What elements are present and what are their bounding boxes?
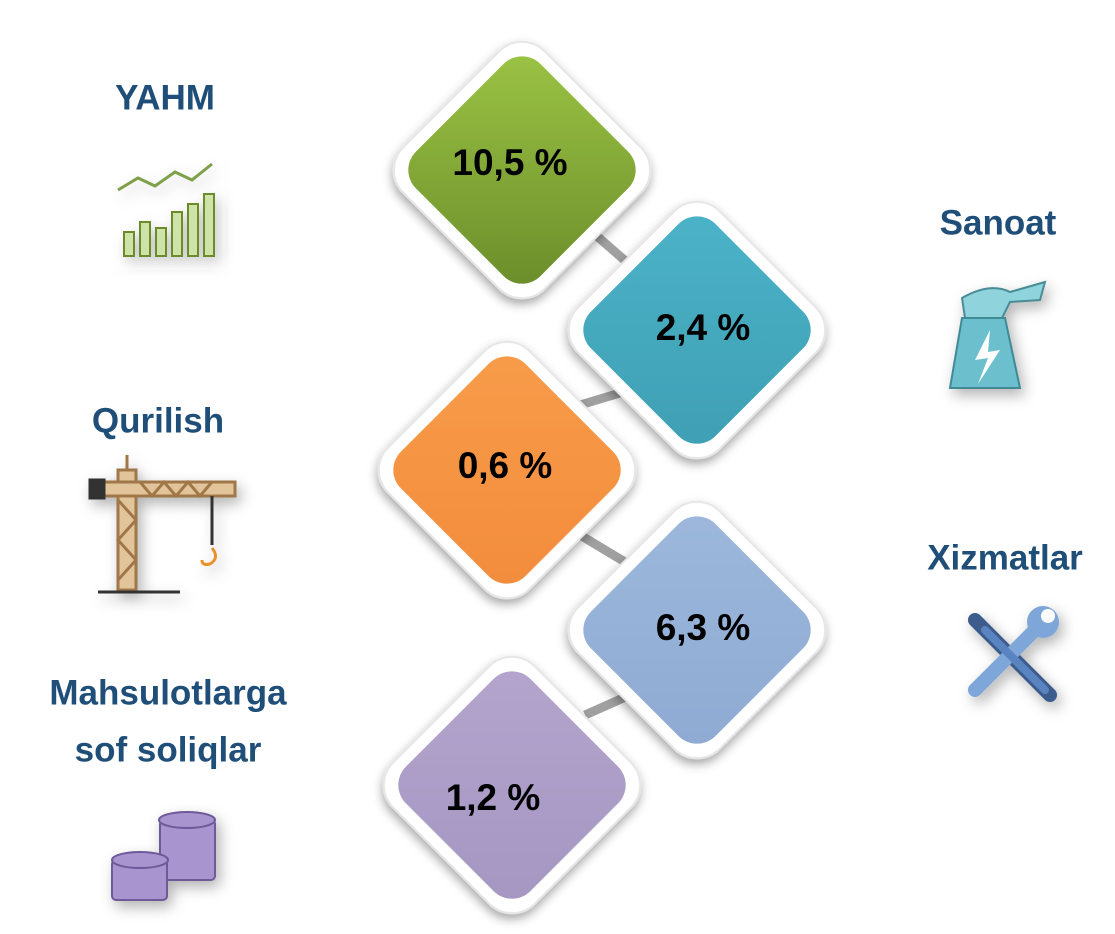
factory-icon [948,280,1047,389]
chart-icon [117,162,215,257]
diamond-fill [398,671,626,899]
diamond [377,340,637,600]
label: Mahsulotlarga [49,673,287,712]
diamonds: 10,5 % 2,4 % 0,6 % 6,3 % 1,2 % [377,40,827,915]
label: Qurilish [92,401,224,440]
label: sof soliqlar [75,730,262,769]
label: YAHM [115,78,215,117]
coins-icon [111,811,216,901]
diamond-fill [408,56,636,284]
connector [577,531,633,569]
label: Xizmatlar [927,538,1083,577]
tools-icon [968,606,1059,702]
value-label: 0,6 % [458,445,553,486]
diamond [567,500,827,760]
label: Sanoat [940,203,1057,242]
diamond [392,40,652,300]
diamond-fill [393,356,621,584]
value-label: 2,4 % [656,307,751,348]
value-label: 1,2 % [446,777,541,818]
value-label: 10,5 % [452,142,567,183]
diamond-fill [583,516,811,744]
diamond [567,200,827,460]
diamond-fill [583,216,811,444]
diamond [382,655,642,915]
crane-icon [88,455,237,594]
value-label: 6,3 % [656,607,751,648]
